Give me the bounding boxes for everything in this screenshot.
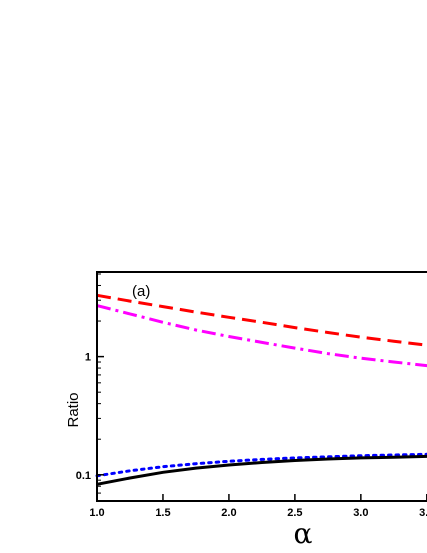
series-line-dash-dot (96, 304, 427, 368)
x-tick-label: 3.0 (353, 507, 368, 519)
panel-annotation: (a) (132, 283, 150, 300)
series-line-dotted (95, 452, 427, 478)
plot-frame (96, 271, 427, 502)
x-tick-label: 1.5 (155, 507, 170, 519)
x-tick-label: 3.5 (419, 507, 427, 519)
y-axis-label: Ratio (65, 392, 82, 427)
x-tick-label: 1.0 (89, 507, 104, 519)
y-tick-label: 0.1 (76, 470, 91, 482)
y-tick-label: 1 (85, 352, 91, 364)
x-tick-label: 2.5 (287, 507, 302, 519)
series-lines (95, 293, 427, 486)
axis-ticks: 1.0 1.5 2.0 2.5 3.0 3.5 0.1 1 (76, 273, 427, 519)
x-axis-label: α (294, 517, 313, 550)
series-line-solid (96, 454, 427, 486)
series-line-dashed (96, 293, 427, 347)
x-tick-label: 2.0 (221, 507, 236, 519)
